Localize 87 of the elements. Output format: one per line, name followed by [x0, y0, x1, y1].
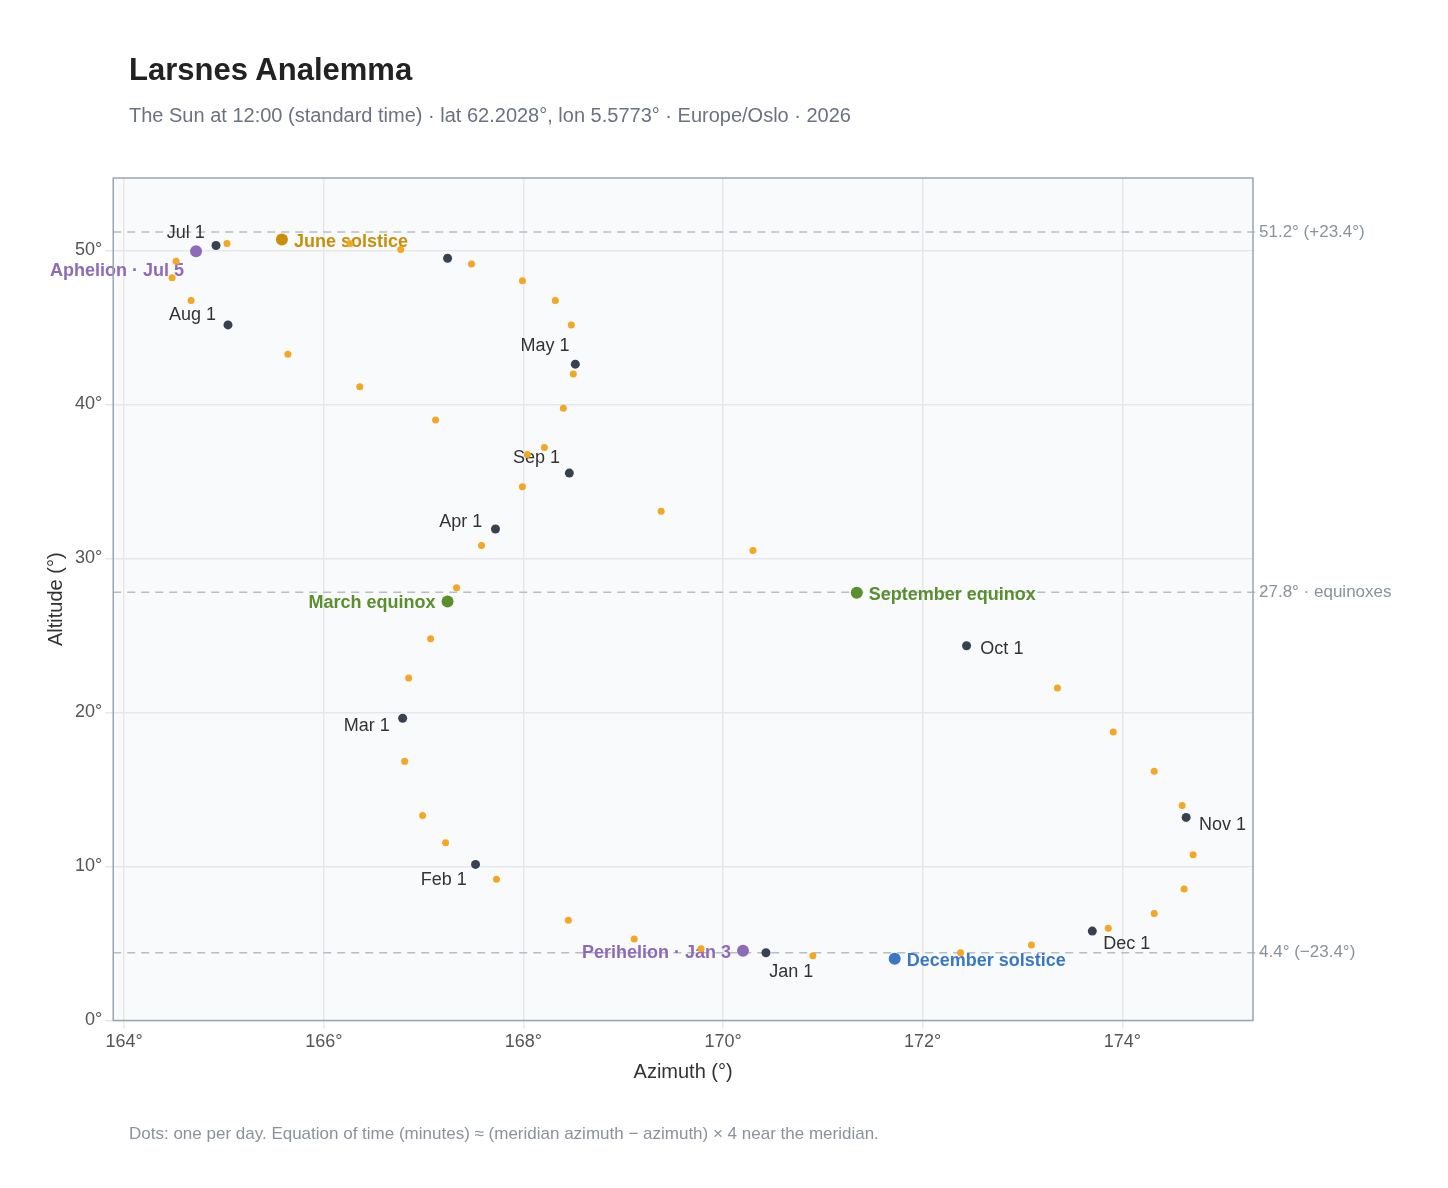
point: [1053, 684, 1061, 692]
point: [1181, 812, 1191, 822]
point: [888, 952, 901, 965]
annotation: May 1: [520, 334, 570, 355]
point: [518, 483, 526, 491]
point: [453, 584, 461, 592]
y-tick-label: 10°: [74, 855, 103, 876]
point: [567, 321, 575, 329]
annotation: Dec 1: [1103, 932, 1151, 953]
point: [962, 641, 972, 651]
annotation: Jul 1: [166, 222, 205, 243]
point: [1109, 728, 1117, 736]
point: [1178, 802, 1186, 810]
point: [551, 296, 559, 304]
point: [1027, 941, 1035, 949]
chart-title: Larsnes Analemma: [129, 52, 413, 88]
x-tick-label: 166°: [305, 1031, 343, 1052]
point: [1150, 767, 1158, 775]
point: [190, 245, 203, 258]
point: [1104, 924, 1112, 932]
point: [570, 359, 580, 369]
point: [443, 253, 453, 263]
point: [564, 468, 574, 478]
annotation: Feb 1: [420, 869, 467, 890]
point: [275, 233, 288, 246]
annotation: Jan 1: [769, 961, 814, 982]
point: [657, 507, 665, 515]
annotation: Apr 1: [439, 510, 483, 531]
point: [356, 383, 364, 391]
point: [223, 239, 231, 247]
text: Dots: one per day. Equation of time (minutes) ≈ (meridian azimuth − azimuth) × 4 near the meridian.: [129, 1124, 879, 1144]
point: [492, 875, 500, 883]
series-label: September equinox: [868, 583, 1036, 604]
annotation: Nov 1: [1198, 814, 1247, 835]
point: [441, 595, 454, 608]
point: [809, 952, 817, 960]
y-tick-label: 50°: [74, 239, 103, 260]
point: [559, 404, 567, 412]
y-tick-label: 20°: [74, 701, 103, 722]
y-tick-label: 30°: [74, 547, 103, 568]
x-tick-label: 164°: [105, 1031, 143, 1052]
point: [630, 935, 638, 943]
point: [1189, 851, 1197, 859]
x-tick-label: 174°: [1103, 1031, 1141, 1052]
point: [442, 839, 450, 847]
point: [427, 635, 435, 643]
y-tick-label: 40°: [74, 393, 103, 414]
point: [468, 260, 476, 268]
x-tick-label: 172°: [904, 1031, 942, 1052]
series-label: March equinox: [308, 592, 436, 613]
point: [850, 586, 863, 599]
series-label: December solstice: [906, 949, 1066, 970]
annotation: Aug 1: [168, 303, 217, 324]
annotation: Oct 1: [980, 637, 1024, 658]
ref-line-label: 27.8° · equinoxes: [1259, 581, 1392, 601]
point: [401, 757, 409, 765]
point: [490, 524, 500, 534]
point: [211, 240, 221, 250]
point: [564, 916, 572, 924]
x-axis-title: Azimuth (°): [633, 1059, 733, 1082]
series-label: June solstice: [293, 230, 408, 251]
y-tick-label: 0°: [85, 1009, 103, 1030]
annotation: Mar 1: [343, 715, 390, 736]
point: [749, 547, 757, 555]
point: [1087, 926, 1097, 936]
ref-line-label: 4.4° (−23.4°): [1259, 942, 1356, 962]
ref-line-label: 51.2° (+23.4°): [1259, 221, 1365, 241]
point: [1180, 885, 1188, 893]
point: [223, 320, 233, 330]
y-axis-title: Altitude (°): [43, 552, 66, 646]
point: [471, 859, 481, 869]
x-tick-label: 168°: [504, 1031, 543, 1052]
point: [398, 713, 408, 723]
point: [187, 296, 195, 304]
point: [284, 350, 292, 358]
x-tick-label: 170°: [704, 1031, 742, 1052]
point: [761, 948, 771, 958]
point: [168, 274, 176, 282]
point: [405, 674, 413, 682]
chart-subtitle: The Sun at 12:00 (standard time) · lat 62.2028°, lon 5.5773° · Europe/Oslo · 2026: [129, 104, 851, 127]
point: [478, 542, 485, 550]
point: [419, 811, 427, 819]
point: [736, 944, 749, 957]
point: [432, 416, 440, 424]
point: [569, 370, 577, 378]
point: [518, 277, 526, 285]
point: [1150, 910, 1158, 918]
